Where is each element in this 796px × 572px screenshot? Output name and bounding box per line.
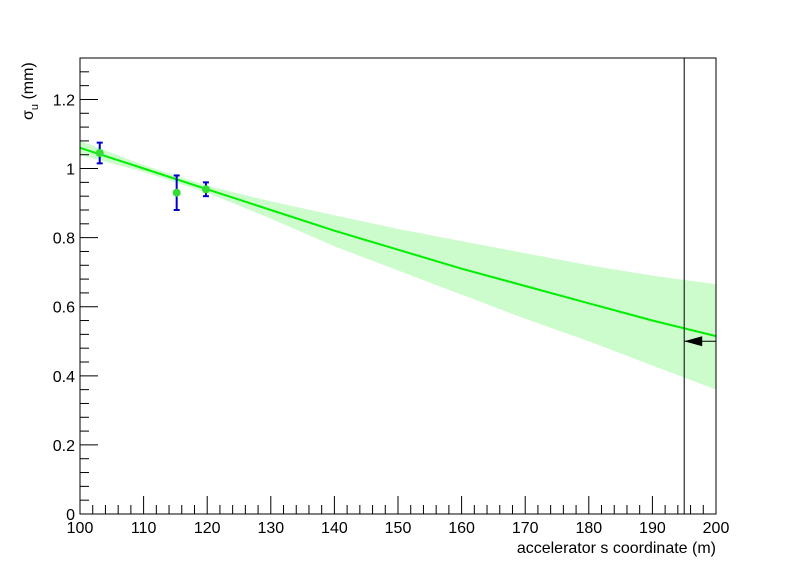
axis-ticks-layer: 100 110 120 130 140 150 160 170 180 190 200 0 0.2 0.4… [53,57,730,537]
data-point [95,141,104,165]
data-points-layer [95,141,210,211]
y-axis-label: σu (mm) [20,62,41,120]
fit-line [79,146,717,338]
data-point-marker [95,149,104,157]
x-tick-label: 150 [385,520,412,537]
y-tick-label: 0.6 [53,300,75,317]
y-tick-label: 0.4 [53,369,75,386]
y-tick-label: 1 [66,162,75,179]
x-tick-label: 190 [639,520,666,537]
x-tick-label: 110 [131,520,157,537]
x-tick-label: 200 [703,520,730,537]
y-axis-label-symbol: σ [20,110,37,120]
x-tick-label: 160 [448,520,475,537]
data-point [172,174,181,211]
confidence-band-layer [80,140,716,390]
marker-layer [683,58,716,514]
data-point-marker [172,188,181,197]
y-axis-label-subscript: u [29,104,41,110]
x-tick-label: 140 [321,520,348,537]
data-point [201,181,210,198]
x-tick-label: 130 [257,520,284,537]
y-tick-label: 0 [66,507,75,524]
x-tick-label: 170 [512,520,539,537]
y-tick-label: 0.2 [53,438,75,455]
x-tick-label: 120 [194,520,221,537]
fit-line-layer [79,146,717,338]
y-tick-label: 1.2 [53,92,75,109]
x-tick-label: 180 [575,520,602,537]
y-axis-label-unit: (mm) [20,62,37,104]
confidence-band [80,140,716,390]
y-tick-label: 0.8 [53,231,75,248]
x-axis-label: accelerator s coordinate (m) [517,540,716,557]
data-point-marker [201,185,210,194]
arrow-marker-head [684,336,703,347]
x-tick-label: 100 [67,520,94,537]
